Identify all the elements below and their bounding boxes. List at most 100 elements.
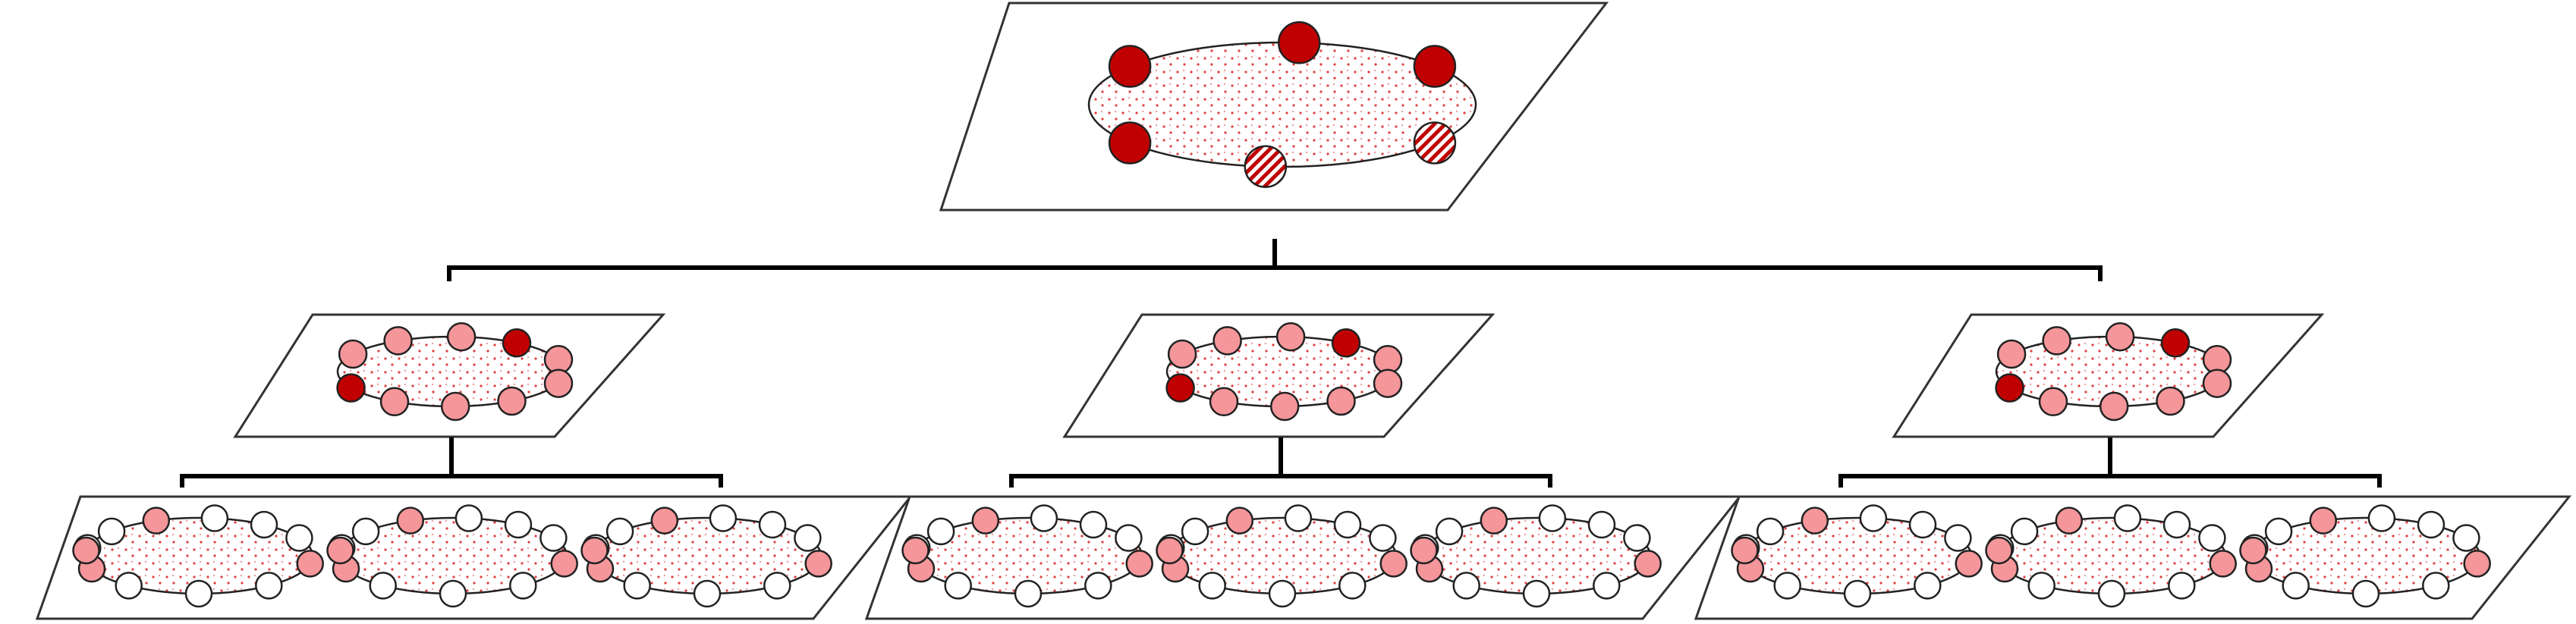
middle-node-member	[338, 339, 368, 369]
middle-bracket	[180, 437, 723, 488]
bottom-node-member	[2463, 550, 2491, 578]
bottom-node-member	[1156, 536, 1184, 565]
middle-node-member	[440, 391, 470, 422]
bottom-node-empty	[1538, 504, 1567, 532]
middle-node-core	[502, 328, 532, 358]
bottom-node-member	[1125, 550, 1153, 578]
bottom-node-empty	[1198, 572, 1226, 600]
bottom-node-empty	[1623, 524, 1651, 552]
bottom-node-empty	[1843, 579, 1872, 608]
bottom-node-empty	[2417, 510, 2445, 539]
bottom-node-empty	[2010, 517, 2039, 546]
bottom-node-empty	[2168, 572, 2196, 600]
bottom-node-member	[1985, 536, 2013, 565]
bottom-node-empty	[605, 517, 634, 546]
bottom-node-empty	[2367, 504, 2396, 532]
bottom-node-empty	[2162, 510, 2191, 539]
bottom-node-empty	[1914, 572, 1942, 600]
bottom-node-empty	[794, 524, 822, 552]
bottom-node-member	[650, 506, 679, 535]
bottom-node-empty	[623, 572, 651, 600]
bottom-node-empty	[1333, 510, 1362, 539]
middle-node-member	[2042, 326, 2071, 356]
middle-node-member	[446, 321, 477, 352]
bottom-node-member	[1955, 550, 1983, 578]
bottom-node-empty	[454, 504, 483, 532]
bottom-node-empty	[1079, 510, 1108, 539]
bottom-node-empty	[504, 510, 533, 539]
top-node-core	[1108, 121, 1152, 165]
bottom-node-member	[296, 550, 324, 578]
middle-node-core	[1331, 328, 1361, 358]
bottom-node-empty	[184, 579, 213, 608]
middle-node-member	[497, 386, 527, 416]
bottom-node-empty	[1369, 524, 1397, 552]
bottom-node-empty	[926, 517, 955, 546]
middle-node-member	[2105, 321, 2135, 352]
middle-node-member	[1373, 368, 1403, 398]
bottom-node-member	[1480, 506, 1508, 535]
bottom-node-empty	[115, 572, 143, 600]
middle-node-member	[2099, 391, 2129, 422]
bottom-node-member	[971, 506, 1000, 535]
bottom-node-member	[901, 536, 929, 565]
bottom-node-member	[2239, 536, 2267, 565]
middle-node-member	[1209, 387, 1239, 417]
bottom-node-empty	[1084, 572, 1112, 600]
bottom-node-member	[396, 506, 425, 535]
bottom-node-empty	[1593, 572, 1621, 600]
middle-node-member	[383, 326, 413, 356]
bottom-node-empty	[1522, 579, 1551, 608]
middle-node-core	[1165, 373, 1195, 403]
bottom-node-empty	[1030, 504, 1058, 532]
bottom-node-empty	[1268, 579, 1297, 608]
bottom-node-empty	[763, 572, 791, 600]
bottom-node-empty	[2198, 524, 2226, 552]
bottom-node-empty	[2282, 572, 2310, 600]
middle-node-core	[1995, 373, 2024, 403]
bottom-node-member	[1801, 506, 1829, 535]
bottom-node-empty	[1773, 572, 1801, 600]
middle-node-member	[2156, 386, 2185, 416]
bottom-node-empty	[1452, 572, 1480, 600]
middle-node-member	[543, 368, 574, 398]
top-node-core	[1108, 45, 1152, 88]
bottom-node-member	[1379, 550, 1408, 578]
bottom-node-member	[1634, 550, 1662, 578]
top-node-core	[1413, 45, 1457, 88]
bottom-node-empty	[509, 572, 537, 600]
bottom-node-empty	[250, 510, 278, 539]
bottom-node-empty	[709, 504, 738, 532]
bottom-node-empty	[97, 517, 126, 546]
bottom-node-member	[326, 536, 354, 565]
bottom-node-empty	[1435, 517, 1464, 546]
middle-node-core	[336, 373, 366, 403]
bottom-node-empty	[2264, 517, 2293, 546]
bottom-node-member	[1731, 536, 1759, 565]
bottom-node-member	[550, 550, 578, 578]
bottom-node-empty	[2027, 572, 2055, 600]
bottom-node-empty	[1859, 504, 1888, 532]
middle-node-member	[1275, 321, 1306, 352]
bottom-node-empty	[351, 517, 380, 546]
bottom-node-empty	[255, 572, 283, 600]
middle-node-member	[1269, 391, 1300, 422]
bottom-node-empty	[1908, 510, 1937, 539]
middle-node-member	[1167, 339, 1197, 369]
bottom-node-empty	[758, 510, 787, 539]
middle-node-core	[2160, 328, 2191, 358]
bottom-node-member	[1410, 536, 1438, 565]
bottom-node-empty	[369, 572, 397, 600]
bottom-node-empty	[1115, 524, 1143, 552]
bottom-node-empty	[1338, 572, 1367, 600]
bottom-node-empty	[285, 524, 313, 552]
bottom-node-empty	[200, 504, 229, 532]
bottom-node-empty	[693, 579, 722, 608]
middle-node-member	[1326, 386, 1356, 416]
bottom-node-empty	[2452, 524, 2480, 552]
bottom-node-empty	[2113, 504, 2142, 532]
bottom-node-member	[1225, 506, 1254, 535]
middle-bracket	[1009, 437, 1552, 488]
middle-bracket	[1838, 437, 2382, 488]
